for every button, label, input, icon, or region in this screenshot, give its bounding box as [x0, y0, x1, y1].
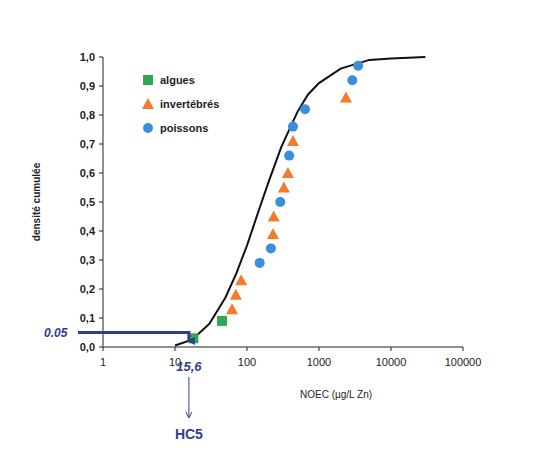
x-tick-label: 100	[238, 356, 256, 368]
y-tick-label: 0,6	[80, 167, 95, 179]
point	[275, 197, 285, 207]
point	[353, 61, 363, 71]
y-tick-label: 0,7	[80, 138, 95, 150]
x-axis-label: NOEC (µg/L Zn)	[300, 389, 372, 400]
annotation: HC5	[175, 426, 203, 442]
x-tick	[391, 347, 392, 351]
x-axis	[103, 347, 463, 348]
annotation: 15,6	[176, 359, 202, 374]
y-tick	[99, 202, 103, 203]
y-tick-label: 0,0	[80, 341, 95, 353]
point	[268, 211, 280, 222]
legend-label: poissons	[160, 122, 208, 134]
y-tick-label: 1,0	[80, 51, 95, 63]
legend-label: algues	[160, 74, 195, 86]
y-tick-label: 0,8	[80, 109, 95, 121]
annotation: 0.05	[44, 326, 68, 340]
y-tick	[99, 57, 103, 58]
point	[300, 104, 310, 114]
hc5-horizontal	[78, 331, 189, 334]
y-tick	[99, 173, 103, 174]
y-tick	[99, 144, 103, 145]
point	[282, 167, 294, 178]
x-tick	[463, 347, 464, 351]
y-tick	[99, 318, 103, 319]
y-tick-label: 0,1	[80, 312, 95, 324]
y-tick-label: 0,3	[80, 254, 95, 266]
point	[226, 303, 238, 314]
x-tick-label: 100000	[445, 356, 482, 368]
point	[235, 274, 247, 285]
point	[347, 75, 357, 85]
x-tick-label: 1000	[307, 356, 331, 368]
x-tick	[175, 347, 176, 351]
point	[340, 92, 352, 103]
point	[266, 243, 276, 253]
y-tick-label: 0,5	[80, 196, 95, 208]
y-tick	[99, 86, 103, 87]
y-tick-label: 0,4	[80, 225, 96, 237]
x-tick-label: 1	[100, 356, 106, 368]
hc5-pointer-head	[186, 412, 192, 418]
point	[287, 135, 299, 146]
legend-marker	[143, 75, 153, 85]
hc5-vertical	[187, 331, 190, 341]
y-tick	[99, 115, 103, 116]
x-tick-label: 10000	[376, 356, 407, 368]
y-tick-label: 0,2	[80, 283, 95, 295]
y-tick	[99, 289, 103, 290]
y-axis-label: densité cumulée	[31, 162, 42, 241]
y-tick-label: 0,9	[80, 80, 95, 92]
x-tick	[103, 347, 104, 351]
x-tick	[319, 347, 320, 351]
legend-label: invertébrés	[160, 98, 219, 110]
point	[217, 316, 227, 326]
point	[288, 122, 298, 132]
point	[278, 182, 290, 193]
legend-marker	[142, 98, 154, 109]
hc5-pointer	[188, 377, 189, 417]
point	[230, 289, 242, 300]
x-tick	[247, 347, 248, 351]
y-tick	[99, 260, 103, 261]
y-tick	[99, 347, 103, 348]
point	[267, 228, 279, 239]
y-tick	[99, 231, 103, 232]
chart: 0,00,10,20,30,40,50,60,70,80,91,01101001…	[0, 0, 553, 461]
point	[284, 151, 294, 161]
point	[255, 258, 265, 268]
legend-marker	[143, 123, 153, 133]
